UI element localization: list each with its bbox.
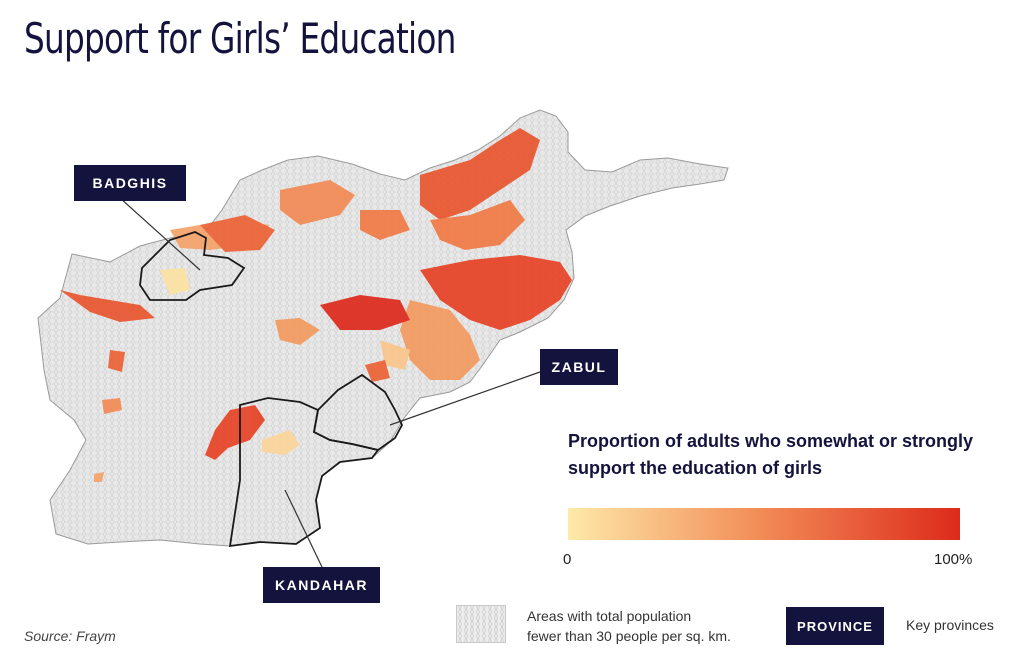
badghis-outline	[139, 231, 246, 301]
support-heat-regions	[60, 128, 572, 482]
sparse-area-swatch	[456, 605, 506, 643]
province-label-kandahar: KANDAHAR	[263, 567, 380, 603]
sparse-area-line2: fewer than 30 people per sq. km.	[527, 628, 731, 644]
province-label-zabul: ZABUL	[540, 349, 618, 385]
sparse-area-text: Areas with total population fewer than 3…	[527, 606, 767, 646]
page-title: Support for Girls’ Education	[24, 14, 456, 63]
legend-title: Proportion of adults who somewhat or str…	[568, 431, 974, 478]
key-province-text: Key provinces	[906, 617, 994, 633]
province-label-badghis: BADGHIS	[74, 165, 186, 201]
kandahar-outline	[228, 397, 380, 548]
legend-min-label: 0	[563, 551, 572, 568]
source-note: Source: Fraym	[24, 628, 116, 644]
key-province-box: PROVINCE	[786, 607, 884, 645]
sparse-area-line1: Areas with total population	[527, 608, 692, 624]
legend-color-scale	[568, 508, 960, 540]
legend-max-label: 100%	[934, 551, 973, 568]
